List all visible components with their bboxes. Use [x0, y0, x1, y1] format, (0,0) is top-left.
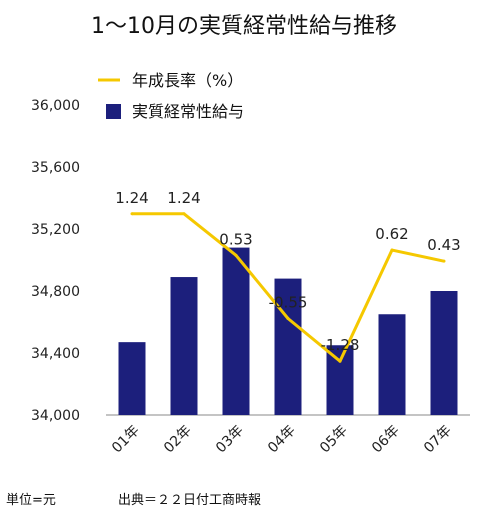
- bar-series: [118, 247, 458, 415]
- line-point: [390, 248, 394, 252]
- bar: [170, 277, 198, 415]
- data-label: 0.43: [427, 236, 460, 254]
- x-tick-label: 05年: [317, 423, 351, 457]
- x-tick-label: 03年: [213, 423, 247, 457]
- data-label: 1.24: [167, 189, 200, 207]
- y-tick-label: 35,200: [31, 222, 80, 238]
- data-label: 0.62: [375, 225, 408, 243]
- x-tick-label: 02年: [161, 423, 195, 457]
- line-series: 1.24 1.24 0.53 -0.55 -1.28 0.62 0.43: [115, 189, 461, 363]
- bar: [430, 291, 458, 415]
- unit-note: 単位=元: [6, 492, 56, 508]
- legend: 年成長率（%） 実質経常性給与: [98, 71, 244, 121]
- line-point: [130, 212, 134, 216]
- x-tick-label: 07年: [421, 423, 455, 457]
- legend-bar-swatch: [106, 104, 121, 119]
- line-point: [234, 253, 238, 257]
- x-tick-label: 06年: [369, 423, 403, 457]
- x-tick-label: 04年: [265, 423, 299, 457]
- y-tick-label: 35,600: [31, 160, 80, 176]
- y-axis: 34,000 34,400 34,800 35,200 35,600 36,000: [31, 98, 80, 424]
- x-axis: 01年 02年 03年 04年 05年 06年 07年: [109, 423, 455, 457]
- legend-bar-label: 実質経常性給与: [132, 102, 244, 121]
- x-tick-label: 01年: [109, 423, 143, 457]
- y-tick-label: 34,000: [31, 408, 80, 424]
- data-label: -0.55: [269, 293, 308, 311]
- source-note: 出典＝２２日付工商時報: [118, 493, 261, 508]
- y-tick-label: 34,800: [31, 284, 80, 300]
- line-point: [442, 259, 446, 263]
- line-point: [182, 212, 186, 216]
- bar: [118, 342, 146, 415]
- data-label: 0.53: [219, 230, 252, 248]
- data-label: 1.24: [115, 189, 148, 207]
- bar: [378, 314, 406, 415]
- bar: [222, 247, 250, 415]
- y-tick-label: 36,000: [31, 98, 80, 114]
- bar: [326, 345, 354, 415]
- chart-title: 1～10月の実質経常性給与推移: [91, 14, 397, 39]
- data-label: -1.28: [321, 336, 360, 354]
- y-tick-label: 34,400: [31, 346, 80, 362]
- line-point: [286, 316, 290, 320]
- legend-line-label: 年成長率（%）: [132, 71, 243, 90]
- line-point: [338, 359, 342, 363]
- bar: [274, 278, 302, 415]
